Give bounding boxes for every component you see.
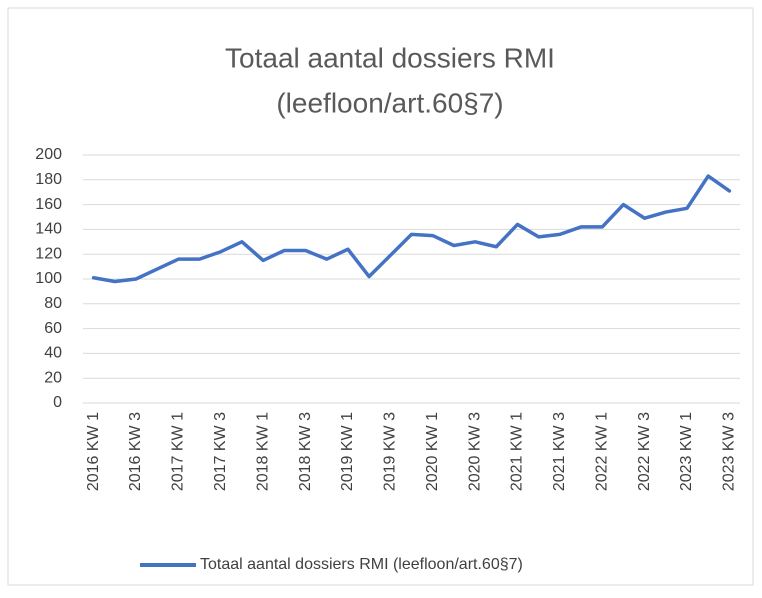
y-tick-label: 40 [44,345,62,362]
legend-label: Totaal aantal dossiers RMI (leefloon/art… [200,556,523,573]
x-tick-label: 2022 KW 3 [636,412,653,491]
x-tick-label: 2016 KW 1 [85,412,102,491]
y-tick-label: 20 [44,369,62,386]
x-tick-label: 2018 KW 1 [254,412,271,491]
y-tick-label: 100 [35,270,62,287]
x-tick-label: 2016 KW 3 [127,412,144,491]
x-tick-label: 2021 KW 3 [551,412,568,491]
x-tick-label: 2023 KW 3 [721,412,738,491]
y-tick-label: 180 [35,171,62,188]
y-tick-label: 0 [53,394,62,411]
x-tick-label: 2020 KW 1 [424,412,441,491]
x-tick-label: 2017 KW 1 [170,412,187,491]
x-tick-label: 2019 KW 1 [339,412,356,491]
chart-title: (leefloon/art.60§7) [276,87,503,118]
y-tick-label: 200 [35,146,62,163]
x-tick-label: 2018 KW 3 [297,412,314,491]
y-tick-label: 80 [44,295,62,312]
x-tick-label: 2020 KW 3 [466,412,483,491]
x-tick-label: 2017 KW 3 [212,412,229,491]
x-tick-label: 2023 KW 1 [678,412,695,491]
chart-border [7,7,754,586]
y-tick-label: 120 [35,245,62,262]
x-tick-label: 2019 KW 3 [382,412,399,491]
y-tick-label: 140 [35,221,62,238]
y-tick-label: 60 [44,320,62,337]
x-tick-label: 2022 KW 1 [593,412,610,491]
data-line [91,174,732,284]
x-tick-label: 2021 KW 1 [509,412,526,491]
chart-title: Totaal aantal dossiers RMI [225,42,555,73]
y-tick-label: 160 [35,196,62,213]
